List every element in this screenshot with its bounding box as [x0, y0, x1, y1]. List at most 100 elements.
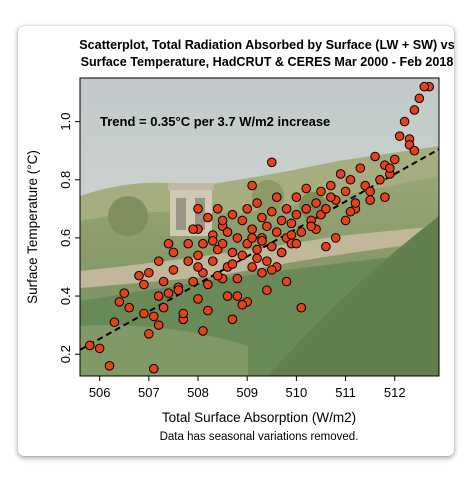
y-tick-label: 0.2: [58, 345, 73, 363]
data-point: [193, 294, 203, 304]
data-point: [193, 204, 203, 214]
data-point: [168, 247, 179, 258]
data-point: [232, 233, 243, 243]
data-point: [296, 227, 307, 237]
photo-background: [80, 78, 439, 376]
data-point: [330, 233, 341, 243]
data-point: [291, 209, 302, 220]
data-point: [321, 241, 331, 252]
data-point: [409, 105, 420, 115]
data-point: [247, 224, 257, 234]
data-point: [139, 308, 149, 319]
data-point: [370, 151, 380, 162]
data-point: [247, 180, 257, 191]
data-point: [232, 273, 243, 284]
data-point: [321, 204, 331, 214]
data-point: [114, 297, 125, 307]
data-point: [198, 238, 208, 249]
data-point: [237, 250, 248, 261]
data-point: [345, 174, 356, 185]
data-point: [203, 305, 213, 316]
data-point: [217, 215, 228, 226]
y-tick-label: 0.6: [58, 229, 73, 247]
data-point: [144, 329, 154, 339]
data-point: [389, 154, 400, 165]
data-point: [257, 267, 267, 278]
trend-annotation: Trend = 0.35°C per 3.7 W/m2 increase: [100, 114, 330, 129]
data-point: [153, 256, 164, 266]
data-point: [291, 192, 302, 202]
data-point: [153, 320, 164, 330]
chart-title: Scatterplot, Total Radiation Absorbed by…: [79, 38, 454, 52]
data-point: [291, 238, 302, 249]
data-point: [222, 227, 233, 237]
data-point: [276, 247, 287, 258]
data-point: [266, 265, 277, 275]
data-point: [173, 285, 184, 296]
x-tick-label: 507: [138, 385, 160, 400]
data-point: [183, 238, 193, 249]
data-point: [222, 291, 233, 301]
data-point: [198, 326, 208, 336]
data-point: [380, 192, 390, 202]
data-point: [193, 262, 203, 272]
data-point: [148, 311, 159, 322]
data-point: [276, 215, 287, 226]
data-point: [183, 256, 193, 266]
data-point: [311, 198, 321, 208]
data-point: [355, 163, 366, 173]
data-point: [326, 192, 336, 202]
x-axis: 506 507 508 509 510 511 512: [89, 376, 406, 400]
data-point: [301, 204, 312, 214]
data-point: [365, 195, 375, 205]
data-point: [188, 276, 198, 287]
data-point: [242, 204, 253, 214]
data-point: [109, 317, 120, 328]
data-point: [139, 279, 149, 290]
data-point: [286, 230, 297, 240]
data-point: [419, 81, 430, 92]
data-point: [335, 169, 346, 179]
y-axis-label: Surface Temperature (°C): [25, 150, 40, 304]
data-point: [375, 174, 385, 185]
x-tick-label: 511: [335, 385, 356, 400]
data-point: [414, 93, 425, 104]
data-point: [340, 215, 351, 226]
data-point: [281, 204, 292, 214]
data-point: [144, 267, 154, 278]
data-point: [266, 157, 277, 168]
data-point: [257, 212, 267, 223]
chart-subtitle: Surface Temperature, HadCRUT & CERES Mar…: [81, 55, 454, 69]
data-point: [286, 218, 297, 229]
data-point: [252, 253, 262, 264]
data-point: [365, 186, 375, 197]
data-point: [124, 302, 134, 313]
y-tick-label: 1.0: [58, 113, 73, 131]
data-point: [271, 192, 282, 202]
data-point: [119, 288, 130, 298]
data-point: [168, 265, 179, 275]
data-point: [262, 256, 272, 266]
data-point: [271, 227, 282, 237]
data-point: [237, 215, 248, 226]
data-point: [301, 183, 312, 194]
data-point: [247, 233, 257, 243]
data-point: [163, 238, 174, 249]
y-tick-label: 0.8: [58, 171, 73, 189]
data-point: [296, 302, 307, 313]
data-point: [158, 302, 169, 313]
data-point: [227, 314, 238, 325]
x-axis-label: Total Surface Absorption (W/m2): [162, 410, 356, 425]
x-tick-label: 512: [384, 385, 406, 400]
data-point: [203, 212, 213, 223]
data-point: [178, 308, 189, 319]
data-point: [340, 186, 351, 197]
data-point: [281, 276, 292, 287]
data-point: [148, 363, 159, 374]
data-point: [257, 236, 267, 246]
data-point: [188, 224, 198, 234]
data-point: [252, 244, 262, 255]
scatter-chart: Scatterplot, Total Radiation Absorbed by…: [25, 38, 454, 443]
data-point: [409, 145, 420, 156]
data-point: [227, 209, 238, 220]
